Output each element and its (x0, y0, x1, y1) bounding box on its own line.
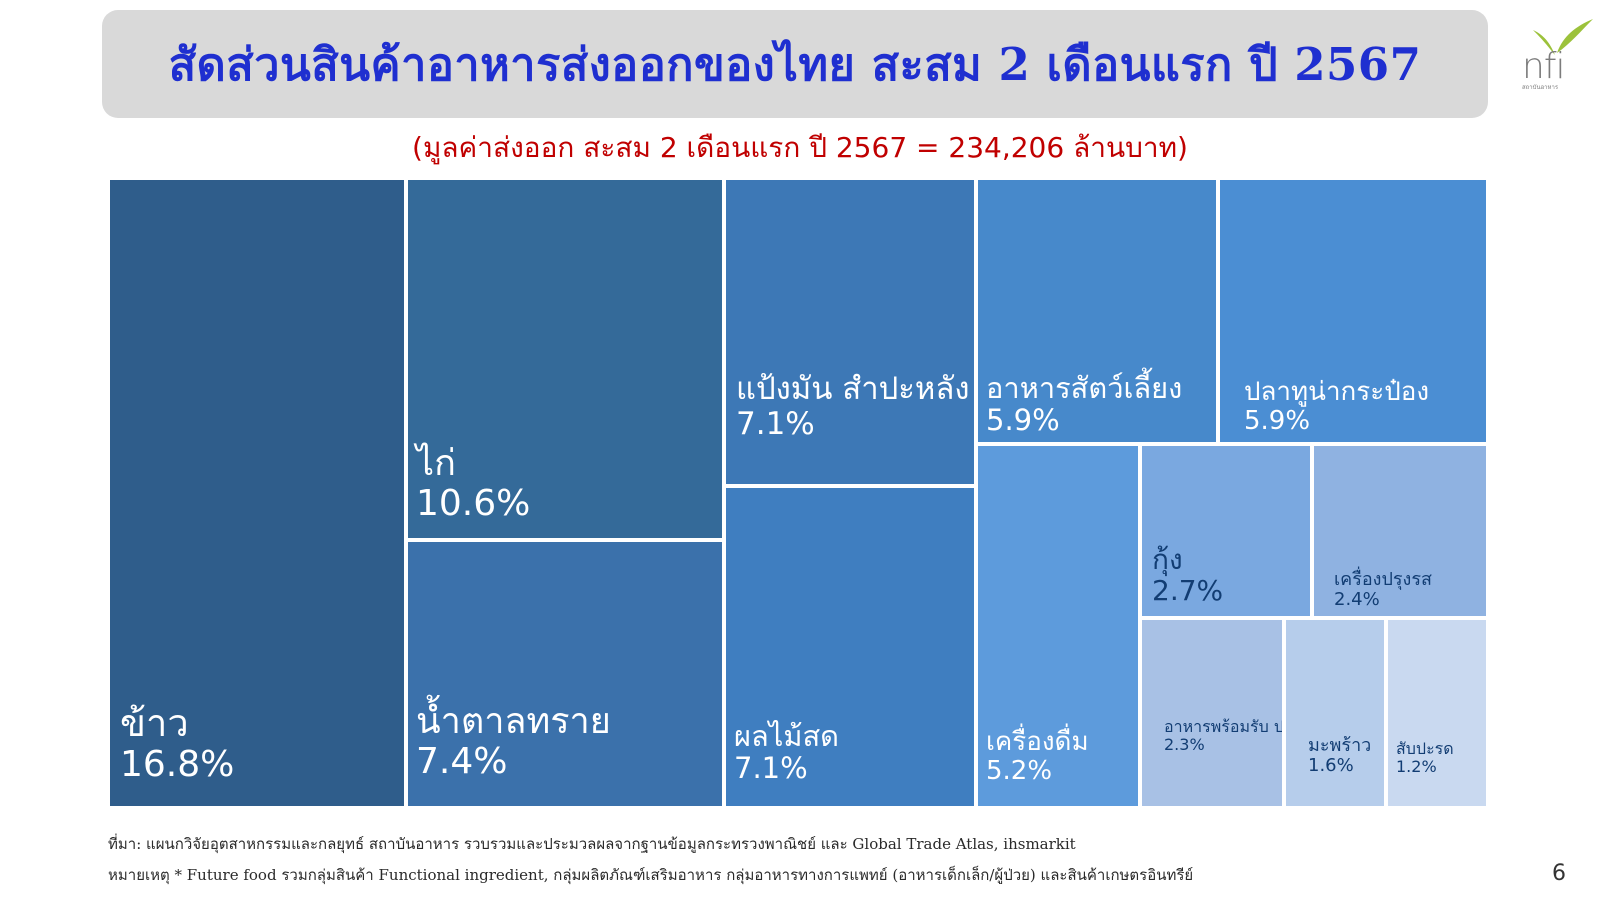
footer-note: หมายเหตุ * Future food รวมกลุ่มสินค้า Fu… (108, 866, 1194, 884)
logo-wordmark: nfi (1522, 46, 1565, 87)
tile-beverages-label: เครื่องดื่ม 5.2% (986, 727, 1089, 787)
slide-title: สัดส่วนสินค้าอาหารส่งออกของไทย สะสม 2 เด… (168, 38, 1422, 91)
chicken-value: 10.6% (416, 483, 531, 525)
coconut-value: 1.6% (1308, 755, 1354, 777)
tile-sugar: น้ำตาลทราย 7.4% (406, 540, 724, 808)
tile-rice-label: ข้าว 16.8% (120, 702, 234, 785)
tile-shrimp: กุ้ง 2.7% (1140, 444, 1312, 618)
chart-subtitle: (มูลค่าส่งออก สะสม 2 เดือนแรก ปี 2567 = … (412, 131, 1188, 164)
tile-tapioca: แป้งมัน สำปะหลัง 7.1% (724, 178, 976, 486)
tile-chicken-label: ไก่ 10.6% (416, 443, 531, 525)
seasoning-value: 2.4% (1334, 589, 1380, 611)
tile-pet-food-label: อาหารสัตว์เลี้ยง 5.9% (986, 372, 1182, 437)
shrimp-value: 2.7% (1152, 574, 1224, 608)
fresh-fruit-value: 7.1% (734, 751, 808, 786)
tile-chicken: ไก่ 10.6% (406, 178, 724, 540)
tile-pineapple: สับปะรด 1.2% (1386, 618, 1488, 808)
tile-coconut: มะพร้าว 1.6% (1284, 618, 1386, 808)
fresh-fruit-name: ผลไม้สด (734, 719, 839, 753)
rice-name: ข้าว (120, 701, 189, 745)
shrimp-name: กุ้ง (1152, 543, 1183, 576)
coconut-name: มะพร้าว (1308, 735, 1372, 756)
tapioca-name: แป้งมัน สำปะหลัง (736, 371, 970, 407)
nfi-leaf-logo-icon (1533, 19, 1593, 55)
food-export-treemap: ข้าว 16.8% ไก่ 10.6% น้ำตาลทราย 7.4% แป้… (108, 178, 1488, 808)
footer-source: ที่มา: แผนกวิจัยอุตสาหกรรมและกลยุทธ์ สถา… (108, 835, 1076, 853)
pineapple-name: สับปะรด (1396, 739, 1454, 758)
tile-ready-to-eat: อาหารพร้อมรับ ประทาน 2.3% (1140, 618, 1284, 808)
pet-food-name: อาหารสัตว์เลี้ยง (986, 371, 1183, 405)
tile-seasoning-label: เครื่องปรุงรส 2.4% (1334, 569, 1432, 611)
pineapple-value: 1.2% (1396, 756, 1437, 776)
tile-fresh-fruit-label: ผลไม้สด 7.1% (734, 720, 839, 785)
chicken-name: ไก่ (416, 443, 456, 484)
canned-tuna-name: ปลาทูน่ากระป๋อง (1244, 377, 1430, 407)
tile-beverages: เครื่องดื่ม 5.2% (976, 444, 1140, 808)
pet-food-value: 5.9% (986, 403, 1060, 438)
canned-tuna-value: 5.9% (1244, 406, 1311, 437)
tile-canned-tuna: ปลาทูน่ากระป๋อง 5.9% (1218, 178, 1488, 444)
tile-tapioca-label: แป้งมัน สำปะหลัง 7.1% (736, 372, 970, 441)
sugar-value: 7.4% (416, 741, 508, 783)
tile-sugar-label: น้ำตาลทราย 7.4% (416, 701, 611, 783)
tile-fresh-fruit: ผลไม้สด 7.1% (724, 486, 976, 808)
tile-seasoning: เครื่องปรุงรส 2.4% (1312, 444, 1488, 618)
seasoning-name: เครื่องปรุงรส (1334, 569, 1432, 590)
tile-shrimp-label: กุ้ง 2.7% (1152, 544, 1223, 607)
tapioca-value: 7.1% (736, 405, 815, 442)
beverages-name: เครื่องดื่ม (986, 727, 1089, 757)
tile-canned-tuna-label: ปลาทูน่ากระป๋อง 5.9% (1244, 377, 1430, 437)
logo-subtext: สถาบันอาหาร (1522, 84, 1559, 91)
tile-rice: ข้าว 16.8% (108, 178, 406, 808)
ready-to-eat-value: 2.3% (1164, 734, 1205, 754)
rice-value: 16.8% (120, 743, 235, 785)
beverages-value: 5.2% (986, 756, 1053, 787)
page-number: 6 (1552, 861, 1566, 886)
ready-to-eat-name: อาหารพร้อมรับ ประทาน (1164, 717, 1284, 736)
sugar-name: น้ำตาลทราย (416, 701, 611, 742)
tile-ready-to-eat-label: อาหารพร้อมรับ ประทาน 2.3% (1164, 717, 1284, 754)
tile-pineapple-label: สับปะรด 1.2% (1396, 740, 1454, 776)
title-banner: สัดส่วนสินค้าอาหารส่งออกของไทย สะสม 2 เด… (102, 10, 1488, 118)
tile-pet-food: อาหารสัตว์เลี้ยง 5.9% (976, 178, 1218, 444)
tile-coconut-label: มะพร้าว 1.6% (1308, 735, 1372, 777)
